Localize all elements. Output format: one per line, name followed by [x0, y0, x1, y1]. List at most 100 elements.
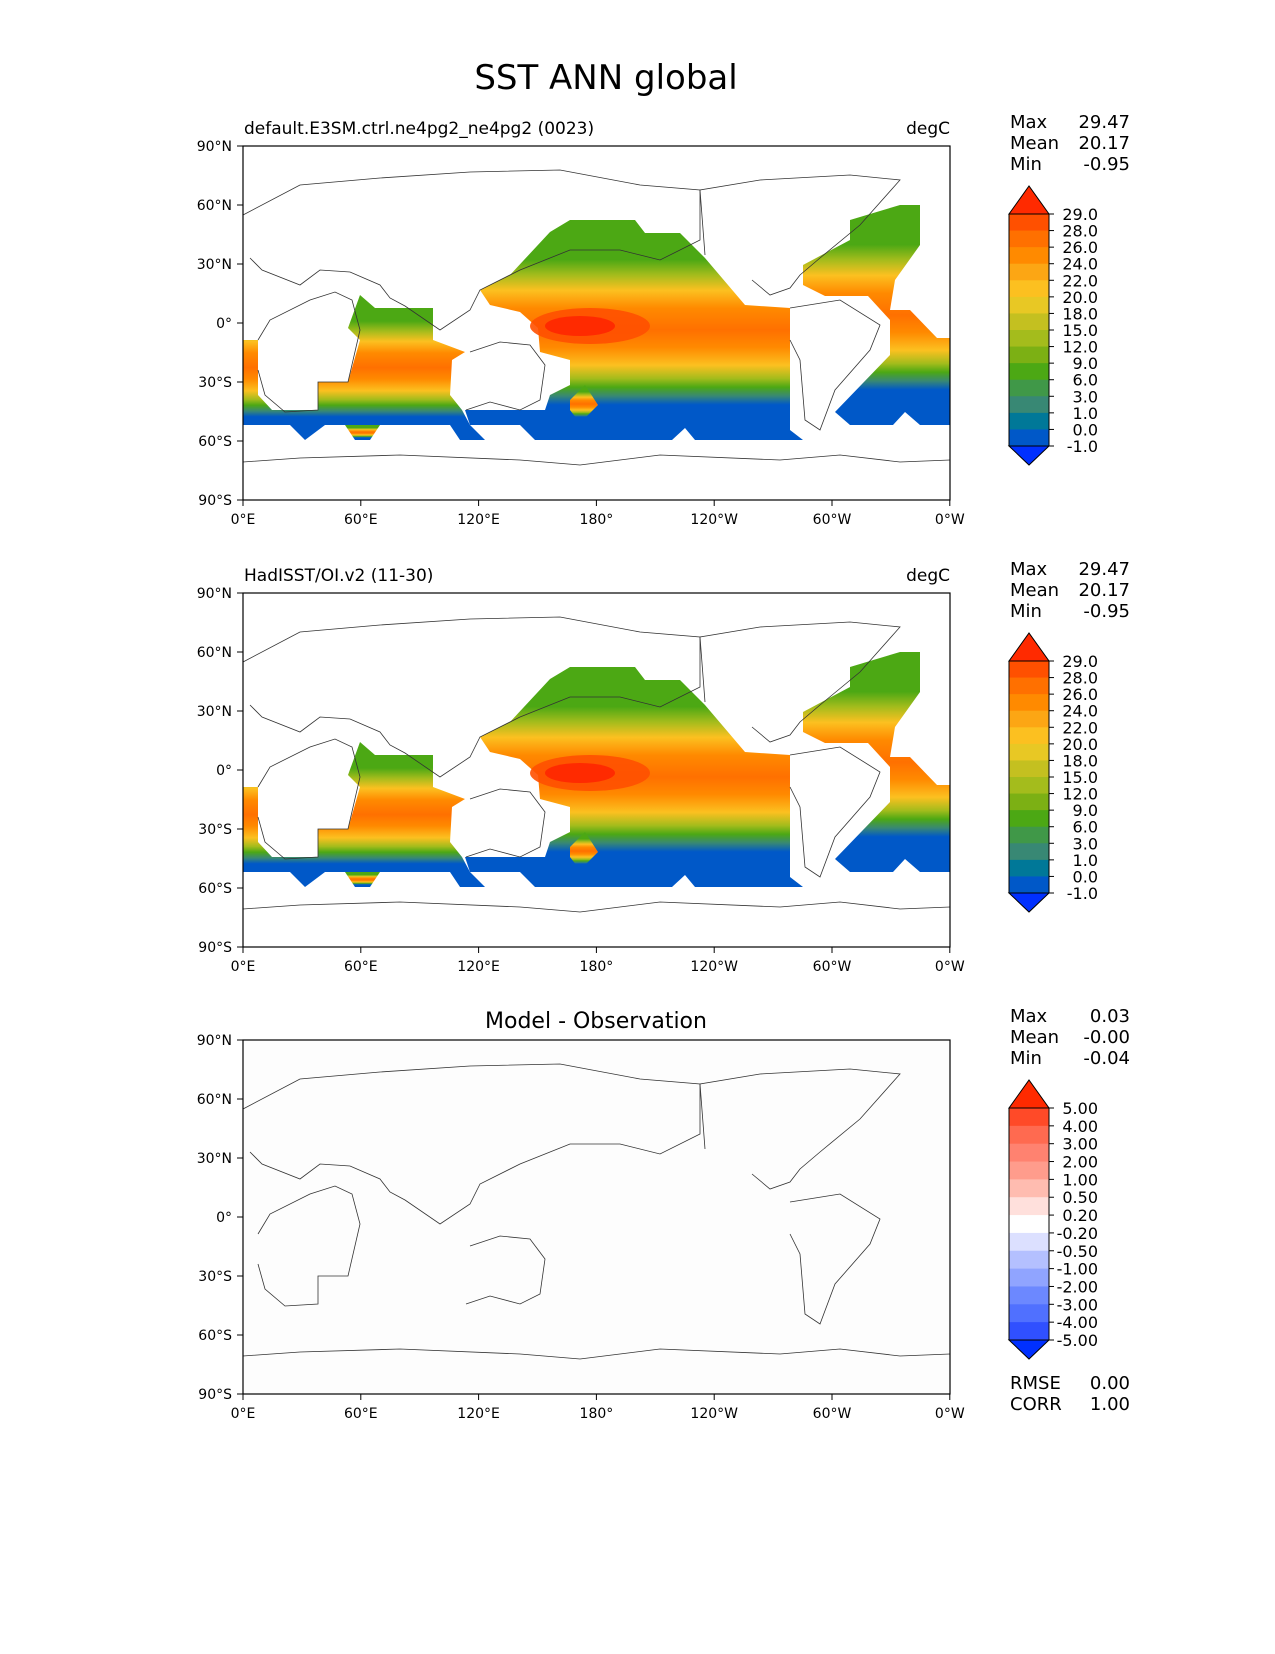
- colorbar-tick-label: 26.0: [1062, 238, 1098, 257]
- colorbar-tick-label: 29.0: [1062, 652, 1098, 671]
- stat-value-mean: -0.00: [1083, 1027, 1130, 1048]
- sst-field-region: [570, 832, 598, 870]
- x-tick-label: 60°W: [813, 1406, 852, 1422]
- colorbar-frame: [1008, 1107, 1050, 1341]
- colorbar-tick-label: -0.50: [1057, 1242, 1098, 1261]
- colorbar-bin: [1009, 230, 1049, 248]
- colorbar-bin: [1009, 1143, 1049, 1163]
- colorbar-tick-label: 9.0: [1073, 354, 1098, 373]
- colorbar-bin: [1009, 1232, 1049, 1252]
- colorbar-tick-label: 22.0: [1062, 718, 1098, 737]
- sst-field-region: [803, 205, 950, 425]
- x-tick-label: 120°E: [457, 959, 500, 975]
- x-tick-label: 0°E: [231, 959, 256, 975]
- colorbar-tick-label: 18.0: [1062, 751, 1098, 770]
- colorbar-tick-label: -3.00: [1057, 1295, 1098, 1314]
- colorbar-tick-label: 2.00: [1062, 1153, 1098, 1172]
- x-tick-label: 120°W: [690, 512, 738, 528]
- coastline: [465, 341, 546, 411]
- colorbar-tick-label: 29.0: [1062, 205, 1098, 224]
- y-tick-label: 30°S: [198, 1269, 232, 1285]
- x-tick-label: 0°E: [231, 1406, 256, 1422]
- y-tick-label: 60°N: [197, 198, 232, 214]
- coastline: [789, 299, 881, 431]
- colorbar-tick-label: 9.0: [1073, 801, 1098, 820]
- colorbar-bin: [1009, 1215, 1049, 1234]
- colorbar-bin: [1009, 296, 1049, 314]
- colorbar-bin: [1009, 1304, 1049, 1323]
- colorbar-tick-label: 12.0: [1062, 338, 1098, 357]
- coastline: [699, 621, 901, 743]
- x-tick-label: 180°: [580, 959, 614, 975]
- panel-title-left: default.E3SM.ctrl.ne4pg2_ne4pg2 (0023): [244, 119, 594, 139]
- stat-label-min: Min: [1010, 601, 1042, 622]
- colorbar-bin: [1009, 694, 1049, 712]
- colorbar-tick-label: 0.20: [1062, 1206, 1098, 1225]
- colorbar-bin: [1009, 330, 1049, 348]
- y-tick-label: 60°N: [197, 1092, 232, 1108]
- colorbar-tick-label: 12.0: [1062, 785, 1098, 804]
- panel-title-center: Model - Observation: [485, 1009, 707, 1034]
- coastline: [257, 291, 361, 413]
- colorbar-bin: [1009, 1197, 1049, 1216]
- y-tick-label: 90°S: [198, 940, 232, 956]
- colorbar-tick-label: 20.0: [1062, 288, 1098, 307]
- colorbar-bin: [1009, 247, 1049, 265]
- colorbar-tick-label: 6.0: [1073, 371, 1098, 390]
- colorbar-bin: [1009, 826, 1049, 844]
- y-tick-label: 60°S: [198, 434, 232, 450]
- y-tick-label: 60°S: [198, 1328, 232, 1344]
- colorbar-bin: [1009, 1108, 1049, 1127]
- y-tick-label: 60°N: [197, 645, 232, 661]
- colorbar-bin: [1009, 677, 1049, 695]
- colorbar-extend-max: [1008, 185, 1050, 215]
- coastline: [257, 1185, 361, 1307]
- coastline: [699, 174, 901, 296]
- sst-field-region: [345, 425, 380, 440]
- coastline: [257, 738, 361, 860]
- colorbar-bin: [1009, 1250, 1049, 1270]
- rmse-value: 0.00: [1090, 1373, 1130, 1394]
- y-tick-label: 30°N: [197, 1151, 232, 1167]
- colorbar-bin: [1009, 859, 1049, 877]
- map-panel-2: 90°N 60°N 30°N 0° 30°S 60°S 90°S 0°E 60°E 120°E 18…: [197, 559, 1130, 975]
- colorbar-tick-label: 24.0: [1062, 255, 1098, 274]
- y-tick-label: 30°N: [197, 704, 232, 720]
- y-tick-label: 90°N: [197, 139, 232, 155]
- corr-label: CORR: [1010, 1394, 1062, 1415]
- colorbar-tick-label: 3.0: [1073, 387, 1098, 406]
- stat-label-mean: Mean: [1010, 1027, 1059, 1048]
- sst-field-region: [570, 385, 598, 423]
- colorbar-tick-label: -0.20: [1057, 1224, 1098, 1243]
- colorbar-tick-label: 5.00: [1062, 1099, 1098, 1118]
- colorbar-bin: [1009, 843, 1049, 861]
- colorbar-tick-label: 15.0: [1062, 768, 1098, 787]
- colorbar-tick-label: 6.0: [1073, 818, 1098, 837]
- sst-field-region: [243, 742, 485, 887]
- x-tick-label: 60°E: [344, 1406, 378, 1422]
- colorbar-bin: [1009, 1322, 1049, 1341]
- coastline: [789, 1193, 881, 1325]
- colorbar-tick-label: 1.00: [1062, 1170, 1098, 1189]
- colorbar-bin: [1009, 760, 1049, 778]
- colorbar-tick-label: 3.00: [1062, 1135, 1098, 1154]
- coastline: [242, 169, 701, 331]
- colorbar-extend-min: [1007, 445, 1051, 466]
- coastline: [465, 788, 546, 858]
- colorbar-tick-label: 1.0: [1073, 404, 1098, 423]
- colorbar-tick-label: -4.00: [1057, 1313, 1098, 1332]
- stat-label-max: Max: [1010, 1006, 1048, 1027]
- colorbar-tick-label: 18.0: [1062, 304, 1098, 323]
- coastline: [242, 616, 701, 778]
- corr-value: 1.00: [1090, 1394, 1130, 1415]
- coastline: [242, 454, 951, 466]
- y-tick-label: 90°N: [197, 1033, 232, 1049]
- stat-label-max: Max: [1010, 559, 1048, 580]
- colorbar-bin: [1009, 661, 1049, 679]
- colorbar-bin: [1009, 727, 1049, 745]
- colorbar-tick-label: -1.00: [1057, 1260, 1098, 1279]
- coastline: [465, 1235, 546, 1305]
- y-tick-label: 60°S: [198, 881, 232, 897]
- colorbar-bin: [1009, 1286, 1049, 1305]
- y-tick-label: 30°S: [198, 822, 232, 838]
